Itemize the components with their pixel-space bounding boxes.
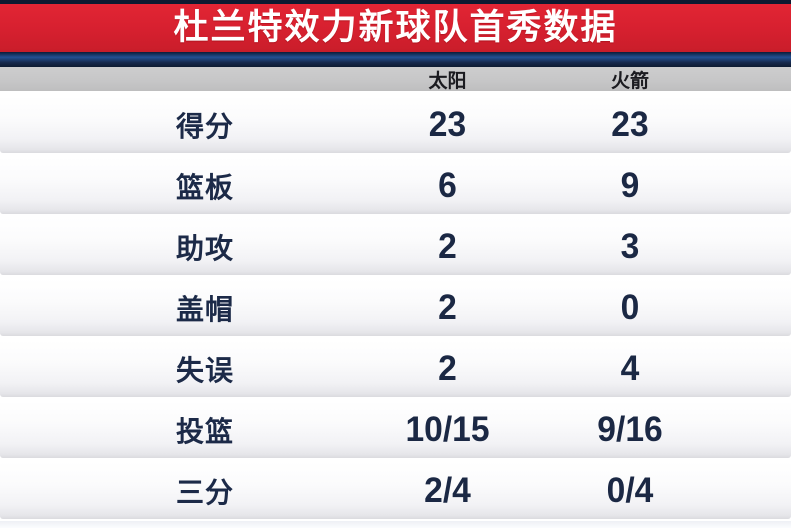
table-row-turnovers: 失误 2 4 — [0, 340, 791, 397]
suns-value: 10/15 — [405, 409, 490, 449]
stat-label: 助攻 — [175, 232, 234, 264]
column-header-rockets: 火箭 — [610, 70, 649, 92]
table-row-assists: 助攻 2 3 — [0, 218, 791, 275]
stat-label: 盖帽 — [175, 293, 234, 325]
suns-value: 2 — [438, 287, 457, 327]
suns-value: 6 — [438, 165, 457, 205]
stat-label: 三分 — [175, 476, 234, 508]
column-header-suns: 太阳 — [428, 70, 467, 92]
title-banner: 杜兰特效力新球队首秀数据 — [0, 4, 791, 52]
table-row-rebounds: 篮板 6 9 — [0, 157, 791, 214]
suns-value: 2 — [438, 348, 457, 388]
suns-value: 2 — [438, 226, 457, 266]
rockets-value: 4 — [620, 348, 640, 388]
rockets-value: 3 — [620, 226, 640, 266]
stat-label: 投篮 — [175, 415, 234, 447]
table-header-row: 太阳 火箭 — [0, 67, 791, 92]
divider-strip — [0, 52, 791, 67]
stat-label: 失误 — [175, 354, 234, 386]
table-row-blocks: 盖帽 2 0 — [0, 279, 791, 336]
stat-label: 篮板 — [175, 171, 234, 203]
table-row-field-goals: 投篮 10/15 9/16 — [0, 401, 791, 458]
rockets-value: 9/16 — [597, 409, 663, 449]
page-title: 杜兰特效力新球队首秀数据 — [173, 8, 618, 47]
stat-label: 得分 — [175, 110, 234, 142]
top-border-strip — [0, 0, 791, 4]
suns-value: 23 — [428, 104, 467, 144]
rockets-value: 0/4 — [606, 470, 654, 510]
suns-value: 2/4 — [424, 470, 471, 510]
next-row-partial-edge — [0, 521, 791, 528]
rockets-value: 9 — [620, 165, 640, 205]
stats-table: 得分 23 23 篮板 6 9 助攻 2 3 盖帽 2 0 失误 2 4 投篮 … — [0, 92, 791, 519]
table-row-three-pointers: 三分 2/4 0/4 — [0, 462, 791, 519]
rockets-value: 0 — [620, 287, 640, 327]
rockets-value: 23 — [611, 104, 649, 144]
table-row-points: 得分 23 23 — [0, 96, 791, 153]
